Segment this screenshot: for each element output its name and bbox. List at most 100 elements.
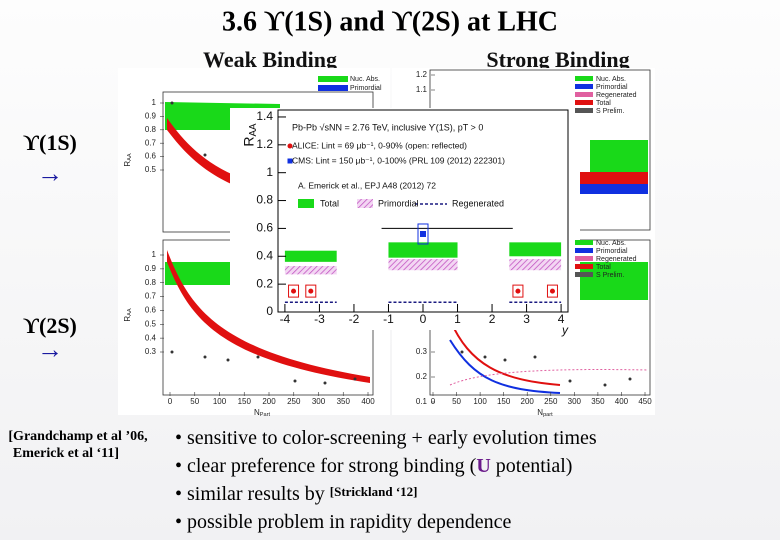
legend-swatch bbox=[575, 100, 593, 105]
legend-swatch bbox=[575, 272, 593, 277]
legend-swatch bbox=[357, 199, 373, 208]
title: 3.6 ϒ(1S) and ϒ(2S) at LHC bbox=[222, 6, 558, 37]
x-tick-label: 150 bbox=[238, 397, 252, 406]
x-tick-label: 250 bbox=[287, 397, 301, 406]
bullet: • clear preference for strong binding (U… bbox=[175, 455, 572, 477]
y-tick-label: 1 bbox=[152, 250, 157, 259]
legend-label: Nuc. Abs. bbox=[350, 76, 380, 83]
x-tick-label: 50 bbox=[452, 397, 461, 406]
x-tick-label: 450 bbox=[638, 397, 652, 406]
x-tick-label: 200 bbox=[521, 397, 535, 406]
alice-point bbox=[291, 288, 297, 294]
x-tick-label: 400 bbox=[361, 397, 375, 406]
y-tick-label: 1.2 bbox=[256, 137, 273, 151]
legend-label: Primordial bbox=[378, 198, 419, 208]
primordial-band bbox=[284, 266, 337, 275]
alice-point bbox=[549, 288, 555, 294]
y-tick-label: 0.9 bbox=[145, 264, 157, 273]
legend-swatch bbox=[575, 248, 593, 253]
y-tick-label: 1.2 bbox=[416, 70, 428, 79]
y-tick-label: 1 bbox=[152, 98, 157, 107]
legend-marker bbox=[287, 158, 293, 164]
y-tick-label: 0.6 bbox=[145, 152, 157, 161]
x-tick-label: 0 bbox=[168, 397, 173, 406]
y-tick-label: 0.6 bbox=[145, 306, 157, 315]
y-tick-label: 0.7 bbox=[145, 292, 157, 301]
bullet-part: U bbox=[476, 455, 490, 477]
primordial-curve bbox=[449, 339, 561, 394]
x-tick-label: 150 bbox=[497, 397, 511, 406]
column-header: Weak Binding bbox=[203, 47, 337, 72]
legend-label: S Prelim. bbox=[596, 108, 624, 115]
legend-marker bbox=[287, 143, 293, 149]
y-tick-label: 0.2 bbox=[416, 372, 428, 381]
x-tick-label: 300 bbox=[312, 397, 326, 406]
y-tick-label: 0.5 bbox=[145, 319, 157, 328]
weak-points bbox=[170, 101, 357, 385]
alice-syst bbox=[512, 284, 524, 298]
y-tick-label: 1.4 bbox=[256, 109, 273, 123]
subscript: AA bbox=[127, 153, 133, 161]
bullet: • sensitive to color-screening + early e… bbox=[175, 427, 597, 449]
x-tick-label: 4 bbox=[558, 312, 565, 326]
y-tick-label: 0.3 bbox=[416, 347, 428, 356]
legend-swatch bbox=[575, 240, 593, 245]
legend-swatch bbox=[575, 84, 593, 89]
subscript: AA bbox=[127, 308, 133, 316]
x-tick-label: 100 bbox=[213, 397, 227, 406]
y-tick-label: 1 bbox=[266, 165, 273, 179]
legend-swatch bbox=[575, 264, 593, 269]
alice-syst bbox=[546, 284, 558, 298]
y-tick-label: 0.5 bbox=[145, 165, 157, 174]
x-tick-label: 350 bbox=[337, 397, 351, 406]
legend-label: Total bbox=[596, 100, 611, 107]
primordial-band bbox=[388, 259, 458, 271]
bullet: • possible problem in rapidity dependenc… bbox=[175, 511, 511, 533]
total-band bbox=[509, 242, 562, 257]
y-tick-label: 0.2 bbox=[256, 276, 273, 290]
bullet: • similar results by [Strickland ‘12] bbox=[175, 483, 418, 505]
bullet-part: • possible problem in rapidity dependenc… bbox=[175, 511, 511, 533]
regenerated-curve bbox=[449, 369, 649, 386]
x-tick-label: 1 bbox=[454, 312, 461, 326]
arrow: → bbox=[37, 159, 63, 188]
y-axis-label: RAA bbox=[123, 308, 133, 322]
cms-point bbox=[420, 230, 426, 237]
x-tick-label: 350 bbox=[591, 397, 605, 406]
arrow: → bbox=[37, 335, 63, 364]
y-tick-label: 0.8 bbox=[145, 278, 157, 287]
bullet-part: [Strickland ‘12] bbox=[330, 484, 418, 499]
primordial-band bbox=[167, 250, 370, 383]
y-tick-label: 0.3 bbox=[145, 347, 157, 356]
x-tick-label: 100 bbox=[473, 397, 487, 406]
total-band bbox=[284, 250, 337, 262]
total-band bbox=[388, 242, 458, 258]
legend-line: CMS: Lint = 150 μb⁻¹, 0-100% (PRL 109 (2… bbox=[292, 155, 505, 165]
x-tick-label: 0 bbox=[420, 312, 427, 326]
x-tick-label: 300 bbox=[568, 397, 582, 406]
x-tick-label: -3 bbox=[314, 312, 325, 326]
legend-label: Nuc. Abs. bbox=[596, 240, 626, 247]
legend-label: Total bbox=[596, 264, 611, 271]
total-curve bbox=[449, 319, 561, 386]
total-band bbox=[580, 172, 648, 184]
x-axis-label: Npart bbox=[537, 408, 553, 418]
y-axis-label: RAA bbox=[123, 153, 133, 167]
bullet-part: • clear preference for strong binding ( bbox=[175, 455, 477, 477]
legend-swatch bbox=[575, 256, 593, 261]
legend-swatch bbox=[575, 76, 593, 81]
primordial-band bbox=[580, 184, 648, 194]
x-axis-label: NPart bbox=[254, 408, 270, 418]
legend-label: S Prelim. bbox=[596, 272, 624, 279]
x-tick-label: 250 bbox=[544, 397, 558, 406]
alice-point bbox=[308, 288, 314, 294]
x-tick-label: 400 bbox=[615, 397, 629, 406]
legend-label: Regenerated bbox=[596, 256, 637, 263]
legend-label: Regenerated bbox=[596, 92, 637, 99]
legend-label: Nuc. Abs. bbox=[596, 76, 626, 83]
legend-swatch bbox=[318, 76, 348, 82]
legend-label: Primordial bbox=[596, 84, 628, 91]
x-tick-label: -1 bbox=[383, 312, 394, 326]
